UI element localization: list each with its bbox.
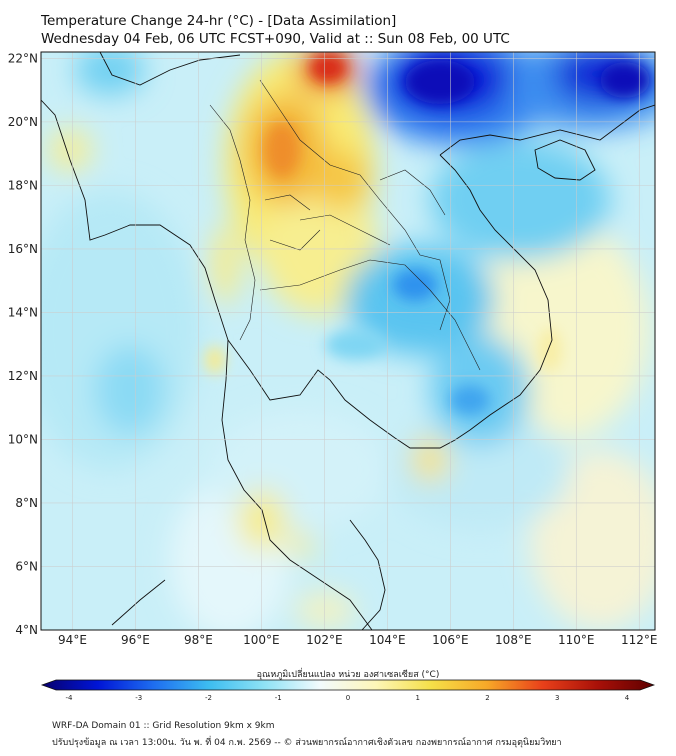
colorbar-tick-label: 1 — [416, 694, 420, 702]
latitude-label: 20°N — [8, 115, 38, 129]
latitude-label: 22°N — [8, 51, 38, 65]
map-subtitle: Wednesday 04 Feb, 06 UTC FCST+090, Valid… — [41, 31, 510, 47]
latitude-labels: 22°N 20°N 18°N 16°N 14°N 12°N 10°N 8°N 6°N 4°N — [8, 51, 38, 637]
longitude-label: 112°E — [621, 633, 658, 647]
colorbar-ticks: -4 -3 -2 -1 0 1 2 3 4 — [66, 694, 630, 702]
longitude-label: 106°E — [432, 633, 469, 647]
longitude-label: 96°E — [121, 633, 150, 647]
coastline-borders — [41, 52, 655, 630]
latitude-label: 4°N — [15, 623, 38, 637]
colorbar-tick-label: 0 — [346, 694, 350, 702]
colorbar-tick-label: 3 — [555, 694, 559, 702]
graticule — [41, 52, 655, 630]
colorbar-tick-label: -3 — [135, 694, 142, 702]
longitude-label: 108°E — [495, 633, 532, 647]
temperature-field — [41, 52, 655, 630]
longitude-label: 104°E — [369, 633, 406, 647]
longitude-label: 102°E — [306, 633, 343, 647]
colorbar-tick-label: 4 — [625, 694, 630, 702]
footer-model-info: WRF-DA Domain 01 :: Grid Resolution 9km … — [52, 721, 275, 731]
footer-credits: ปรับปรุงข้อมูล ณ เวลา 13:00น. วัน พ. ที่… — [52, 738, 562, 748]
longitude-label: 98°E — [184, 633, 213, 647]
longitude-label: 110°E — [558, 633, 595, 647]
latitude-label: 18°N — [8, 178, 38, 192]
latitude-label: 6°N — [15, 559, 38, 573]
latitude-label: 12°N — [8, 369, 38, 383]
colorbar-tick-label: -1 — [275, 694, 282, 702]
latitude-label: 16°N — [8, 242, 38, 256]
longitude-labels: 94°E 96°E 98°E 100°E 102°E 104°E 106°E 108°E 110… — [58, 633, 657, 647]
longitude-label: 94°E — [58, 633, 87, 647]
colorbar-tick-label: 2 — [485, 694, 489, 702]
colorbar-tick-label: -2 — [205, 694, 212, 702]
map-title: Temperature Change 24-hr (°C) - [Data As… — [41, 13, 397, 29]
longitude-label: 100°E — [243, 633, 280, 647]
latitude-label: 10°N — [8, 432, 38, 446]
colorbar-tick-label: -4 — [66, 694, 74, 702]
colorbar-label: อุณหภูมิเปลี่ยนแปลง หน่วย องศาเซลเซียส (… — [257, 667, 440, 680]
latitude-label: 8°N — [15, 496, 38, 510]
map-frame — [40, 51, 656, 631]
admin-borders — [209, 79, 481, 371]
colorbar — [40, 679, 656, 691]
latitude-label: 14°N — [8, 305, 38, 319]
